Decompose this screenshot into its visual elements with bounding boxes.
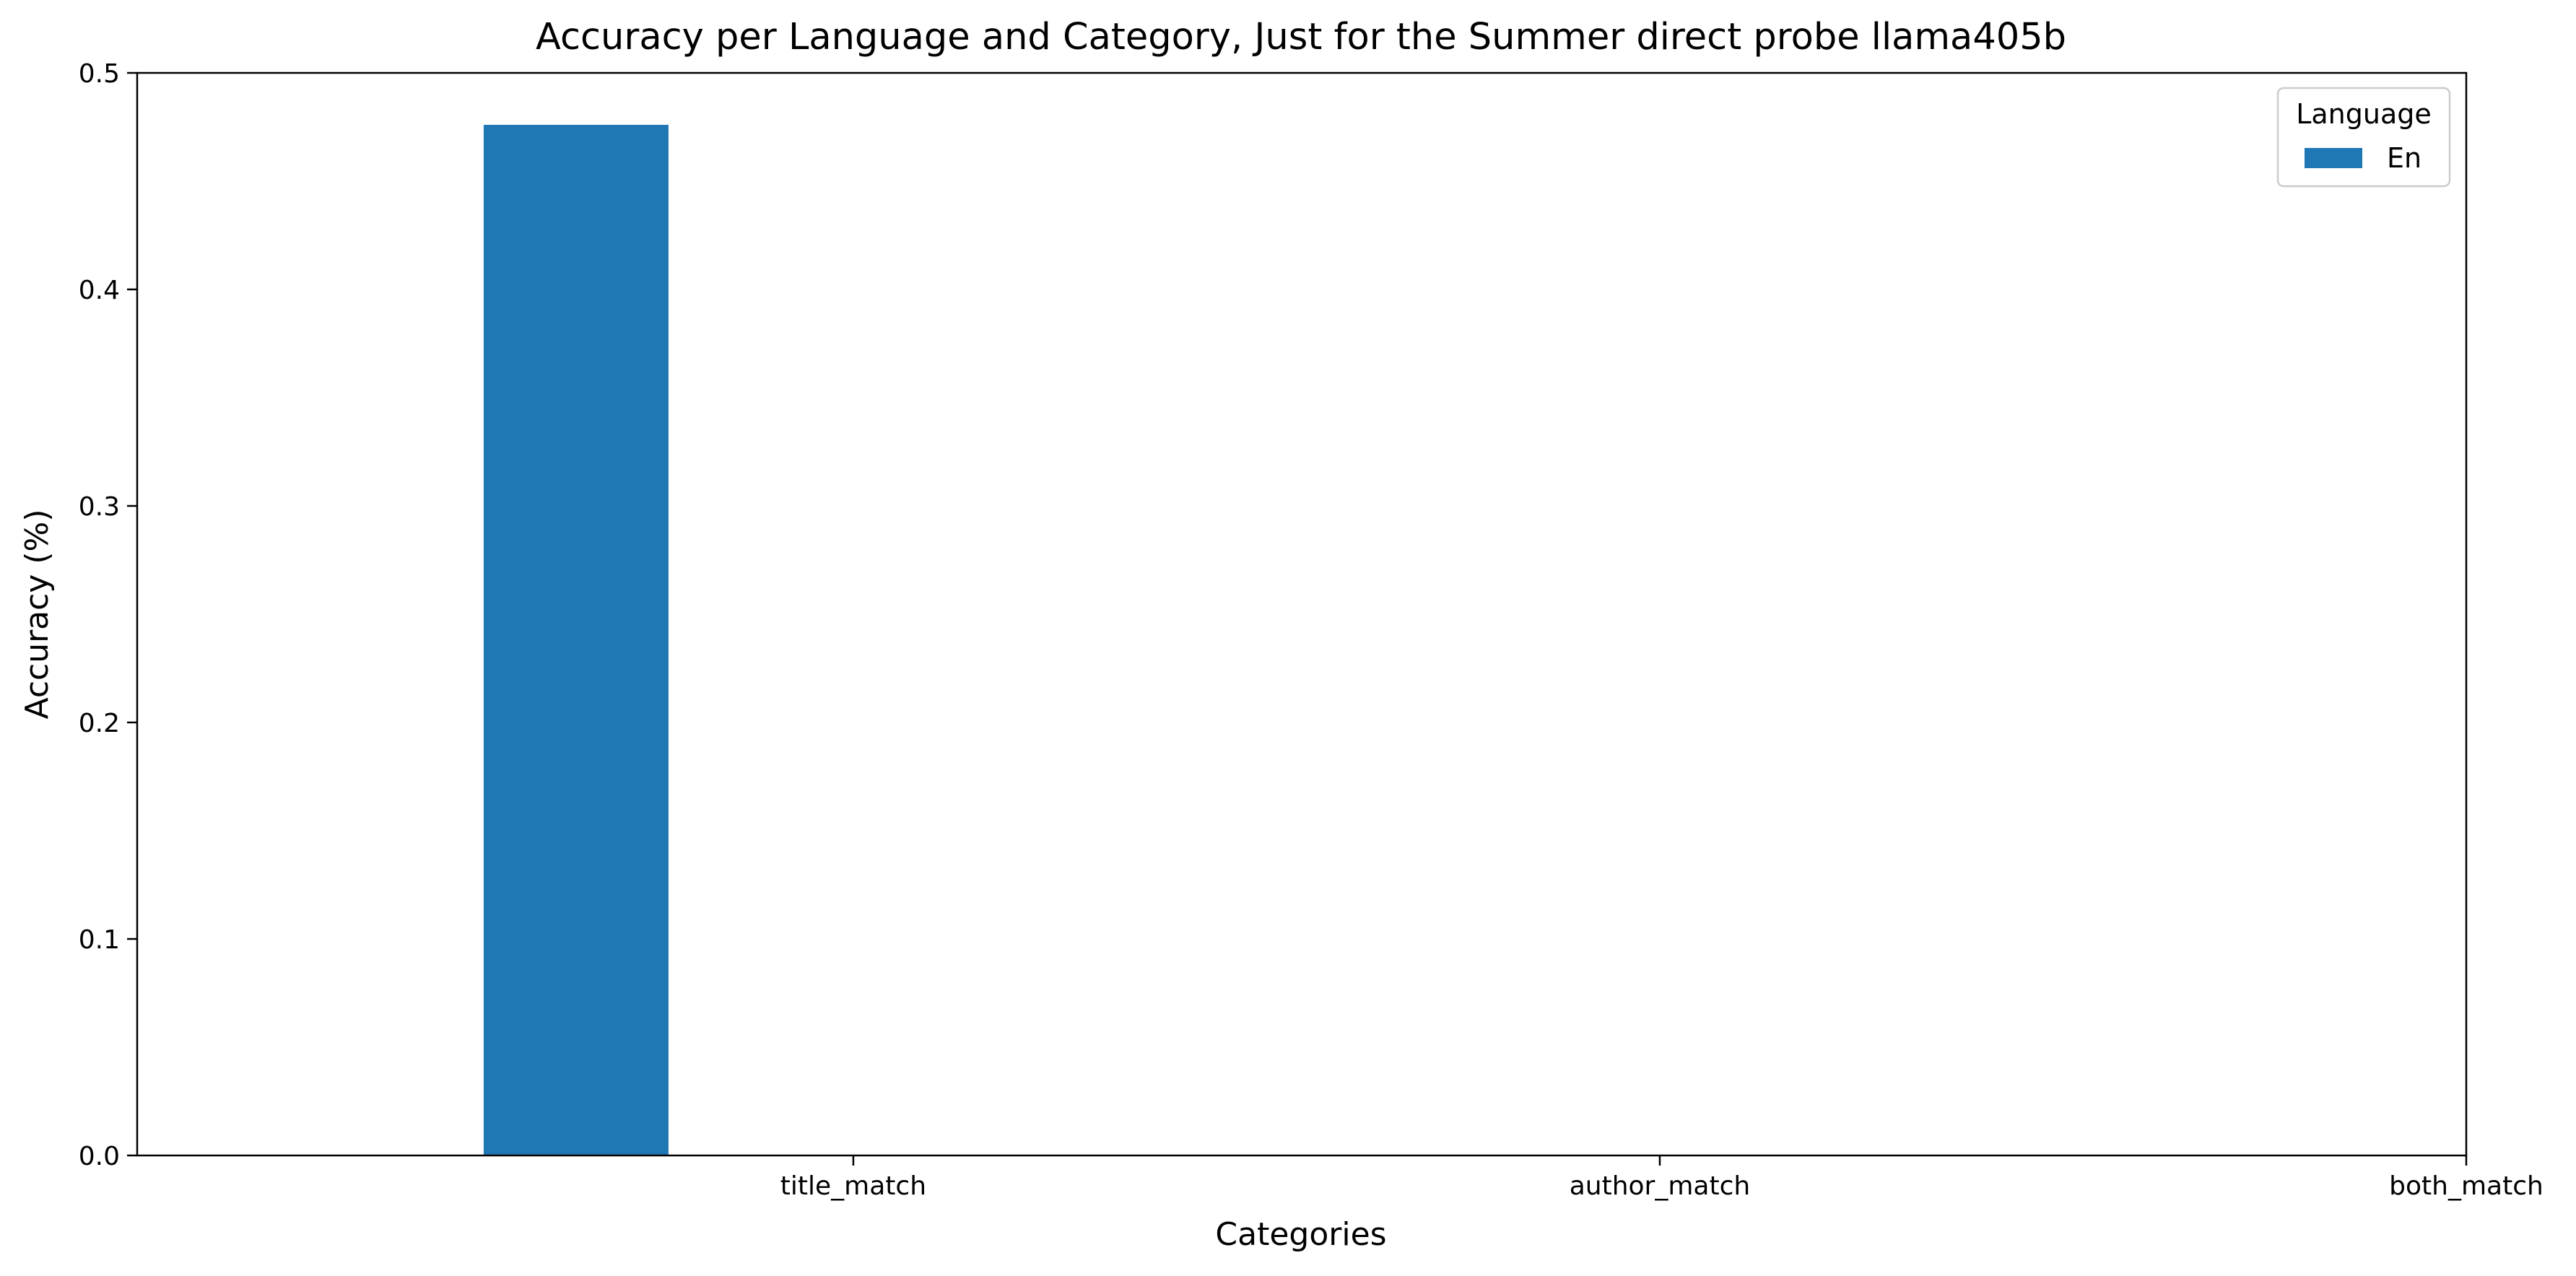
- x-tick-label: both_match: [2389, 1171, 2544, 1201]
- legend-swatch-en: [2305, 148, 2362, 168]
- bars-group: [483, 125, 669, 1155]
- plot-area: [136, 71, 2468, 1157]
- x-tick-label: author_match: [1570, 1171, 1751, 1201]
- x-axis: title_match author_match both_match: [780, 1155, 2544, 1201]
- y-tick-label: 0.3: [79, 492, 120, 522]
- legend-label-en: En: [2387, 142, 2421, 174]
- plot-frame: [136, 71, 2468, 1157]
- x-tick-label: title_match: [780, 1171, 926, 1201]
- y-tick-label: 0.2: [79, 709, 120, 738]
- y-tick-label: 0.5: [79, 59, 120, 89]
- x-axis-label: Categories: [1215, 1216, 1386, 1253]
- y-tick-label: 0.0: [79, 1142, 120, 1171]
- legend-title: Language: [2296, 98, 2432, 130]
- y-axis-label: Accuracy (%): [19, 509, 56, 719]
- y-tick-label: 0.1: [79, 925, 120, 955]
- y-tick-label: 0.4: [79, 276, 120, 305]
- y-axis: 0.0 0.1 0.2 0.3 0.4 0.5: [79, 59, 137, 1171]
- legend: Language En: [2276, 87, 2451, 188]
- bar-en-title_match: [483, 125, 669, 1155]
- chart-title: Accuracy per Language and Category, Just…: [536, 16, 2066, 58]
